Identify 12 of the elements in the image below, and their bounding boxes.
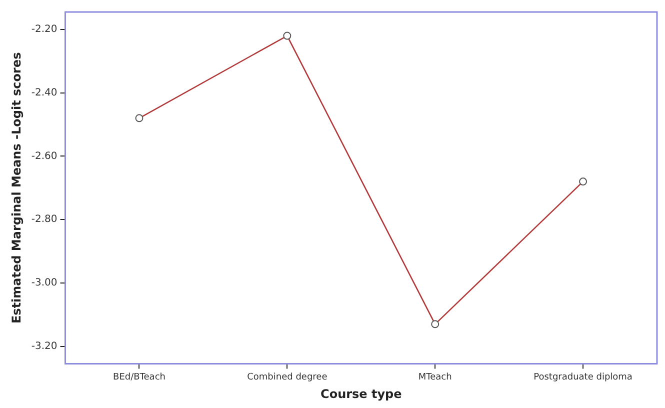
x-tick-label: Combined degree <box>247 372 328 383</box>
y-tick-label: -2.20 <box>31 24 58 36</box>
y-tick-label: -2.80 <box>31 214 58 226</box>
x-tick-label: BEd/BTeach <box>113 372 166 383</box>
x-axis-title: Course type <box>320 386 402 401</box>
x-tick-label: MTeach <box>418 372 452 383</box>
y-tick-label: -3.00 <box>31 278 58 289</box>
y-tick-label: -3.20 <box>31 340 58 352</box>
y-tick-label: -2.60 <box>31 150 58 162</box>
y-axis-title: Estimated Marginal Means -Logit scores <box>9 52 24 324</box>
y-tick-label: -2.40 <box>31 87 58 98</box>
x-tick-label: Postgraduate diploma <box>534 372 632 383</box>
